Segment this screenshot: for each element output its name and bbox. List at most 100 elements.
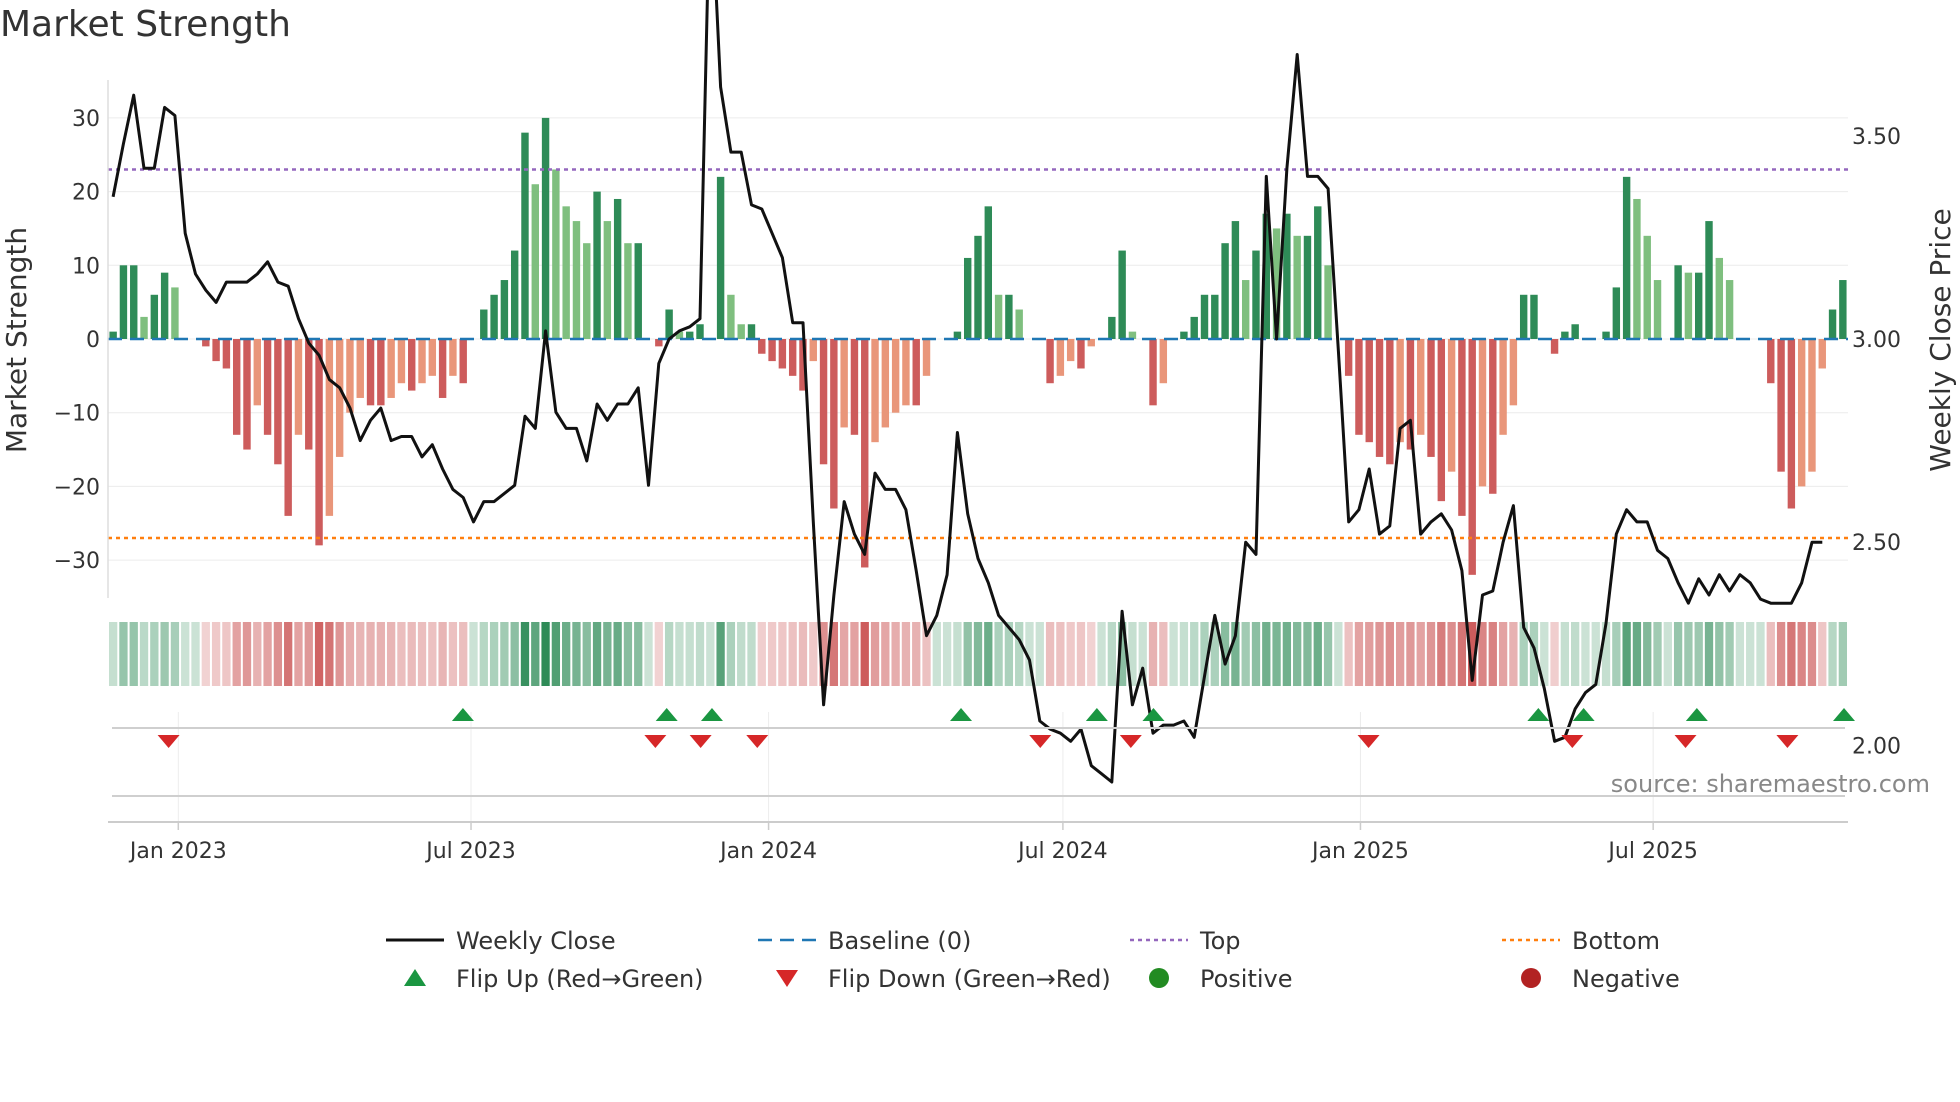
strip-cell [294, 622, 303, 686]
strip-cell [407, 622, 416, 686]
flip-down-marker [1561, 735, 1584, 748]
strip-cell [1190, 622, 1199, 686]
flip-down-marker [746, 735, 769, 748]
strength-bar [1509, 339, 1518, 406]
strip-cell [654, 622, 663, 686]
strip-cell [191, 622, 200, 686]
strength-bar [1715, 257, 1724, 339]
flip-up-marker [1833, 708, 1855, 721]
strip-cell [1272, 622, 1281, 686]
strength-bar [552, 169, 560, 339]
strip-cell [479, 622, 488, 686]
legend-swatch-negative [1521, 968, 1541, 988]
strength-bar [881, 339, 890, 428]
strip-cell [438, 622, 447, 686]
strength-bar [1231, 221, 1240, 339]
strength-bar [583, 243, 591, 339]
strip-cell [901, 622, 911, 686]
flip-down-marker [157, 735, 180, 748]
strength-bar [1406, 339, 1415, 450]
strip-cell [1776, 622, 1786, 686]
flip-down-marker [1674, 735, 1697, 748]
legend-label-bottom: Bottom [1572, 927, 1660, 955]
strip-cell [1210, 622, 1219, 686]
strength-bar [253, 339, 261, 406]
strength-bar [140, 316, 148, 339]
strip-cell [541, 622, 550, 686]
strength-bar [1241, 280, 1250, 339]
strip-cell [397, 622, 406, 686]
strength-bar [675, 331, 684, 339]
flip-down-marker [1776, 735, 1799, 748]
strength-bar [1828, 309, 1837, 339]
strength-bar [1561, 331, 1569, 339]
strength-bar [953, 331, 962, 339]
strip-cell [1498, 622, 1508, 686]
strip-cell [1797, 622, 1806, 686]
strip-cell [160, 622, 169, 686]
strip-cell [1416, 622, 1425, 686]
strength-bar [1159, 339, 1168, 384]
strip-cell [778, 622, 787, 686]
legend-label-baseline: Baseline (0) [828, 927, 971, 955]
strip-cell [386, 622, 396, 686]
strength-heat-strip [109, 622, 1847, 686]
strength-bar [397, 339, 406, 384]
strip-cell [562, 622, 571, 686]
strip-cell [531, 622, 540, 686]
strength-bar [1478, 339, 1487, 487]
strip-cell [1107, 622, 1116, 686]
strength-bar [1427, 339, 1435, 457]
strength-bars [109, 117, 1847, 575]
strip-cell [366, 622, 375, 686]
strip-cell [1756, 622, 1765, 686]
strength-bar [1386, 339, 1394, 465]
strength-bar [1767, 339, 1775, 384]
strip-cell [1138, 622, 1147, 686]
strip-cell [1447, 622, 1456, 686]
y-tick-label: −20 [54, 475, 100, 500]
strip-cell [1457, 622, 1467, 686]
strip-cell [850, 622, 859, 686]
strength-bar [243, 339, 251, 450]
legend-label-negative: Negative [1572, 965, 1680, 993]
flip-down-marker [689, 735, 712, 748]
strength-bar [963, 257, 972, 339]
strip-cell [994, 622, 1003, 686]
weekly-close-series [111, 0, 1823, 784]
strip-cell [1437, 622, 1446, 686]
strip-cell [953, 622, 962, 686]
strength-bar [1375, 339, 1384, 457]
legend-label-positive: Positive [1200, 965, 1293, 993]
strip-cell [1766, 622, 1775, 686]
strength-bar [160, 272, 169, 339]
flip-up-marker [1527, 708, 1550, 721]
y-tick-label: 30 [72, 107, 100, 132]
strip-cell [685, 622, 694, 686]
y-tick-label: 10 [72, 254, 100, 279]
strength-bar [737, 324, 745, 339]
strength-bar [665, 309, 673, 339]
strength-bar [212, 339, 220, 362]
strength-bar [500, 280, 509, 339]
legend-label-close: Weekly Close [456, 927, 616, 955]
y2-tick-label: 2.50 [1852, 531, 1901, 556]
strip-cell [356, 622, 365, 686]
strip-cell [706, 622, 715, 686]
y-tick-label: −30 [54, 549, 100, 574]
strength-bar [325, 339, 334, 516]
strength-bar [480, 309, 488, 339]
strip-cell [788, 622, 797, 686]
strength-bar [521, 132, 529, 339]
strip-cell [129, 622, 138, 686]
strength-bar [232, 339, 241, 435]
strength-bar [788, 339, 797, 376]
flip-up-marker [1085, 708, 1108, 721]
strength-bar [1303, 235, 1312, 339]
strength-bar [109, 331, 117, 339]
strength-bar [1808, 339, 1816, 472]
source-credit: source: sharemaestro.com [1611, 770, 1930, 798]
strip-cell [1354, 622, 1364, 686]
strip-cell [1632, 622, 1642, 686]
y-axis-label: Market Strength [0, 227, 33, 453]
